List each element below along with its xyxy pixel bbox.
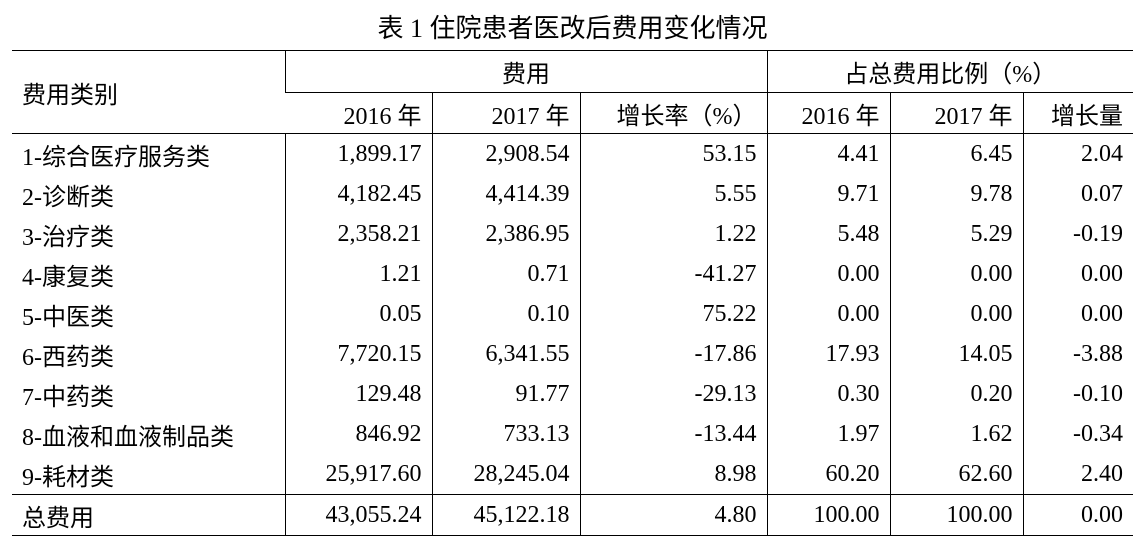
header-cell: 费用类别 [12,50,285,134]
table-cell: 0.00 [889,254,1023,294]
table-cell: 733.13 [431,414,580,454]
header-cell: 增长量 [1022,92,1133,134]
table-cell: 129.48 [284,374,432,414]
table: 费用类别 费用 占总费用比例（%） 2016 年 2017 年增长率（%） 2016… [12,50,1133,536]
table-cell: 5.29 [889,214,1023,254]
table-cell: 0.00 [1022,294,1133,334]
table-cell: -41.27 [579,254,767,294]
table-cell: 0.00 [1022,254,1133,294]
table-cell: 25,917.60 [284,454,432,495]
table-cell: 0.00 [766,254,890,294]
table-cell: 6,341.55 [431,334,580,374]
header-cell: 2017 年 [889,92,1023,134]
header-cell: 2017 年 [431,92,580,134]
table-cell: 0.05 [284,294,432,334]
table-cell: 14.05 [889,334,1023,374]
table-cell: 2,908.54 [431,133,580,174]
table-cell: -17.86 [579,334,767,374]
table-row: 4-康复类 1.21 0.71 -41.27 0.00 0.00 0.00 [12,254,1133,294]
table-cell: 60.20 [766,454,890,495]
table-cell: 4,414.39 [431,174,580,214]
table-cell: 2.04 [1022,133,1133,174]
table-cell: 8-血液和血液制品类 [22,424,234,451]
table-cell: 4.80 [579,494,767,536]
table-cell: 4-康复类 [22,264,114,291]
table-cell: 1-综合医疗服务类 [12,133,285,174]
table-cell: 100.00 [889,494,1023,536]
table-cell: -0.10 [1022,374,1133,414]
table-cell: -29.13 [579,374,767,414]
table-row: 2-诊断类 4,182.45 4,414.39 5.55 9.71 9.78 0.07 [12,174,1133,214]
header-cell: 增长率（%） [579,92,767,134]
table-cell: 5-中医类 [22,304,114,331]
table-cell: -0.34 [1022,414,1133,454]
table-cell: 9.71 [766,174,890,214]
table-cell: -0.19 [1022,214,1133,254]
table-cell: 1.22 [579,214,767,254]
table-cell: 28,245.04 [431,454,580,495]
table-cell: 9.78 [889,174,1023,214]
table-cell: 17.93 [766,334,890,374]
header-cell: 2016 年 [285,92,432,134]
table-row: 5-中医类 0.05 0.10 75.22 0.00 0.00 0.00 [12,294,1133,334]
table-cell: 53.15 [579,133,767,174]
table-cell: 91.77 [431,374,580,414]
header-cell: 2016 年 [766,92,890,134]
table-row: 总费用 43,055.24 45,122.18 4.80 100.00 100.00 0.0… [12,494,1133,536]
table-row: 6-西药类 7,720.15 6,341.55 -17.86 17.93 14.05 -3.… [12,334,1133,374]
table-title: 表 1 住院患者医改后费用变化情况 [377,14,768,43]
table-cell: 0.30 [766,374,890,414]
table-cell: -13.44 [579,414,767,454]
table-cell: 5.48 [766,214,890,254]
table-row: 9-耗材类 25,917.60 28,245.04 8.98 60.20 62.60 2.4… [12,454,1133,495]
table-cell: 2.40 [1022,454,1133,495]
table-cell: 0.00 [1022,494,1133,536]
table-cell: 4,182.45 [284,174,432,214]
table-row: 1-综合医疗服务类 1,899.17 2,908.54 53.15 4.41 6.45 2.… [12,133,1133,174]
table-cell: 0.10 [431,294,580,334]
table-cell: 0.00 [889,294,1023,334]
table-cell: 1.62 [889,414,1023,454]
table-cell: 4.41 [766,133,890,174]
table-row: 8-血液和血液制品类 846.92 733.13 -13.44 1.97 1.62 -0.3… [12,414,1133,454]
table-cell: 2,386.95 [431,214,580,254]
table-cell: 0.07 [1022,174,1133,214]
table-cell: 0.00 [766,294,890,334]
table-cell: -3.88 [1022,334,1133,374]
table-cell: 6.45 [889,133,1023,174]
table-cell: 1.97 [766,414,890,454]
table-cell: 7-中药类 [22,384,114,411]
table-cell: 9-耗材类 [22,464,114,491]
table-row: 7-中药类 129.48 91.77 -29.13 0.30 0.20 -0.10 [12,374,1133,414]
table-cell: 6-西药类 [22,344,114,371]
table-cell: 0.20 [889,374,1023,414]
table-cell: 7,720.15 [284,334,432,374]
table-cell: 总费用 [12,494,285,536]
table-cell: 45,122.18 [431,494,580,536]
table-cell: 75.22 [579,294,767,334]
table-cell: 100.00 [766,494,890,536]
header-cell: 费用 [284,50,767,93]
table-cell: 846.92 [284,414,432,454]
table-cell: 0.71 [431,254,580,294]
table-cell: 2-诊断类 [22,184,114,211]
table-cell: 1,899.17 [284,133,432,174]
table-cell: 5.55 [579,174,767,214]
table-cell: 2,358.21 [284,214,432,254]
header-cell: 占总费用比例（%） [766,50,1133,93]
table-cell: 1.21 [284,254,432,294]
table-row: 3-治疗类 2,358.21 2,386.95 1.22 5.48 5.29 -0.19 [12,214,1133,254]
table-cell: 43,055.24 [284,494,432,536]
table-cell: 8.98 [579,454,767,495]
table-cell: 3-治疗类 [22,224,114,251]
table-cell: 62.60 [889,454,1023,495]
